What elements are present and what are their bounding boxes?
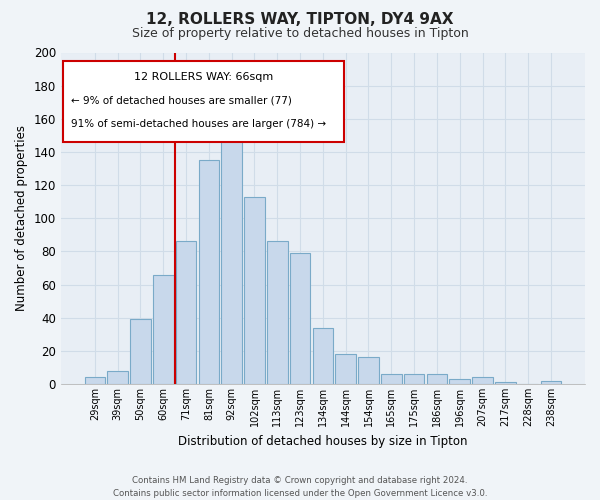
Bar (358, 358, 379, 384)
Y-axis label: Number of detached properties: Number of detached properties (15, 126, 28, 312)
FancyBboxPatch shape (64, 61, 344, 142)
Bar (221, 119, 242, 384)
Bar (472, 378, 493, 384)
Text: 91% of semi-detached houses are larger (784) →: 91% of semi-detached houses are larger (… (71, 119, 326, 129)
Bar (404, 374, 424, 384)
Bar (199, 160, 219, 384)
Text: ← 9% of detached houses are smaller (77): ← 9% of detached houses are smaller (77) (71, 96, 292, 106)
Text: Contains public sector information licensed under the Open Government Licence v3: Contains public sector information licen… (113, 488, 487, 498)
Bar (381, 374, 401, 384)
Text: 12 ROLLERS WAY: 66sqm: 12 ROLLERS WAY: 66sqm (134, 72, 273, 83)
Bar (541, 380, 561, 384)
Bar (244, 196, 265, 384)
X-axis label: Distribution of detached houses by size in Tipton: Distribution of detached houses by size … (178, 434, 467, 448)
Bar (153, 274, 173, 384)
Text: Size of property relative to detached houses in Tipton: Size of property relative to detached ho… (131, 28, 469, 40)
Bar (313, 328, 333, 384)
Bar (495, 382, 515, 384)
Bar (449, 379, 470, 384)
Bar (85, 378, 105, 384)
Bar (130, 320, 151, 384)
Bar (267, 242, 287, 384)
Bar (427, 374, 447, 384)
Bar (290, 253, 310, 384)
Bar (335, 354, 356, 384)
Bar (176, 242, 196, 384)
Bar (107, 371, 128, 384)
Text: 12, ROLLERS WAY, TIPTON, DY4 9AX: 12, ROLLERS WAY, TIPTON, DY4 9AX (146, 12, 454, 28)
Text: Contains HM Land Registry data © Crown copyright and database right 2024.: Contains HM Land Registry data © Crown c… (132, 476, 468, 485)
